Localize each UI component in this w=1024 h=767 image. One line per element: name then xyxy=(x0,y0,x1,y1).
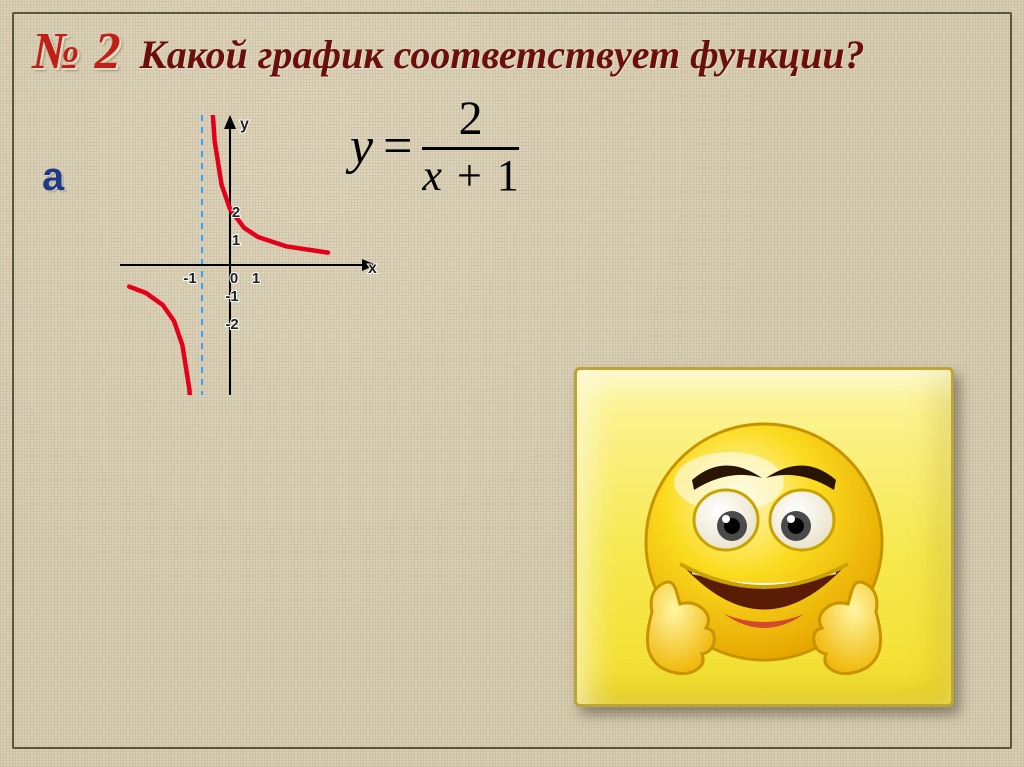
svg-text:-2: -2 xyxy=(225,316,238,333)
svg-text:0: 0 xyxy=(230,270,238,287)
denom-plus: + xyxy=(453,151,486,200)
formula-denominator: x + 1 xyxy=(422,150,518,198)
option-a-label: а xyxy=(42,155,64,200)
question-title: Какой график соответствует функции? xyxy=(140,33,865,77)
svg-text:1: 1 xyxy=(232,232,240,249)
smiley-icon xyxy=(614,392,914,682)
formula-fraction: 2 x + 1 xyxy=(422,95,518,198)
chart-svg: 01-112-1-2ху xyxy=(120,115,380,395)
denom-const: 1 xyxy=(497,151,519,200)
smiley-frame xyxy=(574,367,954,707)
svg-text:х: х xyxy=(368,260,377,277)
svg-text:1: 1 xyxy=(252,270,260,287)
chart-a: 01-112-1-2ху xyxy=(120,115,380,395)
denom-var: x xyxy=(422,151,442,200)
svg-text:-1: -1 xyxy=(225,288,238,305)
formula-eq: = xyxy=(383,117,412,176)
formula-numerator: 2 xyxy=(453,95,489,147)
question-number: № 2 xyxy=(32,26,122,78)
svg-text:-1: -1 xyxy=(183,270,196,287)
svg-text:2: 2 xyxy=(232,204,240,221)
title-row: № 2 Какой график соответствует функции? xyxy=(32,26,1004,78)
svg-text:у: у xyxy=(240,116,249,133)
